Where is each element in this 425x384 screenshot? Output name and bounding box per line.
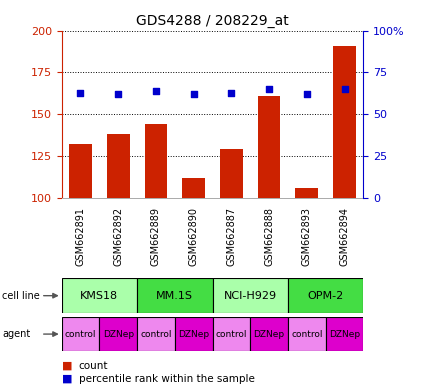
Bar [220, 149, 243, 198]
Point [190, 91, 197, 97]
Text: control: control [65, 329, 96, 339]
Point [266, 86, 272, 92]
Bar [326, 317, 363, 351]
Text: DZNep: DZNep [329, 329, 360, 339]
Bar [137, 317, 175, 351]
Bar [69, 144, 92, 198]
Bar [333, 46, 356, 198]
Point [153, 88, 159, 94]
Text: control: control [215, 329, 247, 339]
Text: ■: ■ [62, 374, 72, 384]
Text: percentile rank within the sample: percentile rank within the sample [79, 374, 255, 384]
Bar [99, 317, 137, 351]
Text: cell line: cell line [2, 291, 40, 301]
Bar [250, 317, 288, 351]
Bar [258, 96, 281, 198]
Bar [295, 188, 318, 198]
Text: NCI-H929: NCI-H929 [224, 291, 277, 301]
Text: DZNep: DZNep [254, 329, 285, 339]
Bar [175, 317, 212, 351]
Point [115, 91, 122, 97]
Text: GSM662893: GSM662893 [302, 207, 312, 266]
Bar [212, 317, 250, 351]
Point [341, 86, 348, 92]
Bar [62, 278, 137, 313]
Text: control: control [140, 329, 172, 339]
Bar [288, 317, 326, 351]
Point [303, 91, 310, 97]
Text: DZNep: DZNep [103, 329, 134, 339]
Text: OPM-2: OPM-2 [308, 291, 344, 301]
Text: MM.1S: MM.1S [156, 291, 193, 301]
Text: count: count [79, 361, 108, 371]
Text: ■: ■ [62, 361, 72, 371]
Point [228, 89, 235, 96]
Text: GSM662892: GSM662892 [113, 207, 123, 266]
Text: GSM662888: GSM662888 [264, 207, 274, 266]
Text: GSM662891: GSM662891 [76, 207, 85, 266]
Point [77, 89, 84, 96]
Text: agent: agent [2, 329, 30, 339]
Text: GSM662890: GSM662890 [189, 207, 198, 266]
Bar [182, 178, 205, 198]
Bar [137, 278, 212, 313]
Text: GSM662894: GSM662894 [340, 207, 349, 266]
Text: DZNep: DZNep [178, 329, 209, 339]
Text: GSM662889: GSM662889 [151, 207, 161, 266]
Text: control: control [291, 329, 323, 339]
Bar [288, 278, 363, 313]
Bar [62, 317, 99, 351]
Text: GSM662887: GSM662887 [227, 207, 236, 266]
Bar [144, 124, 167, 198]
Bar [212, 278, 288, 313]
Title: GDS4288 / 208229_at: GDS4288 / 208229_at [136, 14, 289, 28]
Text: KMS18: KMS18 [80, 291, 119, 301]
Bar [107, 134, 130, 198]
